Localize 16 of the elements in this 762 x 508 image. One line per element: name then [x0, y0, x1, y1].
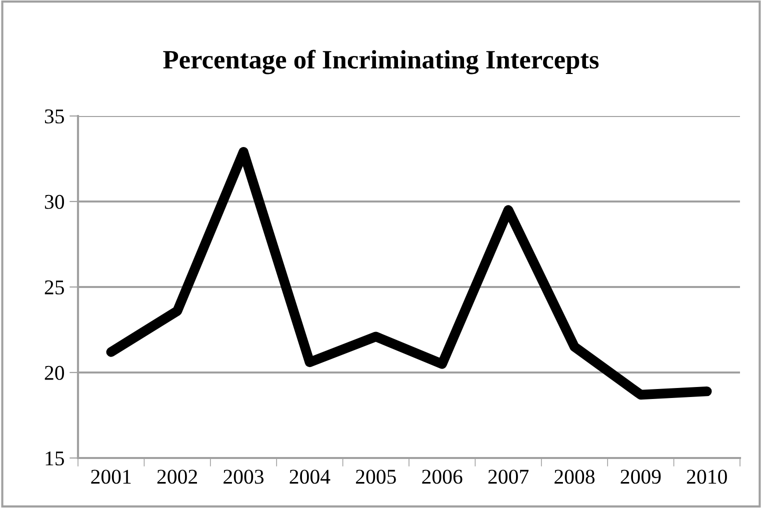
y-tick-label: 15 — [46, 451, 64, 466]
x-tick-label: 2001 — [91, 470, 131, 484]
x-tick-label: 2002 — [157, 470, 197, 484]
y-tick-label: 30 — [44, 194, 64, 209]
x-tick-label: 2009 — [620, 470, 661, 484]
x-tick-label: 2008 — [554, 470, 595, 484]
x-tick-label: 2004 — [290, 470, 330, 484]
x-tick-label: 2006 — [422, 470, 462, 484]
x-tick-label: 2007 — [488, 470, 529, 484]
x-tick-label: 2003 — [224, 470, 264, 484]
x-tick-label: 2010 — [686, 470, 727, 484]
chart-title: Percentage of Incriminating Intercepts — [163, 50, 599, 74]
y-tick-label: 35 — [44, 109, 64, 124]
y-tick-label: 20 — [44, 366, 64, 380]
x-tick-label: 2005 — [356, 470, 396, 484]
y-tick-label: 25 — [44, 280, 64, 294]
